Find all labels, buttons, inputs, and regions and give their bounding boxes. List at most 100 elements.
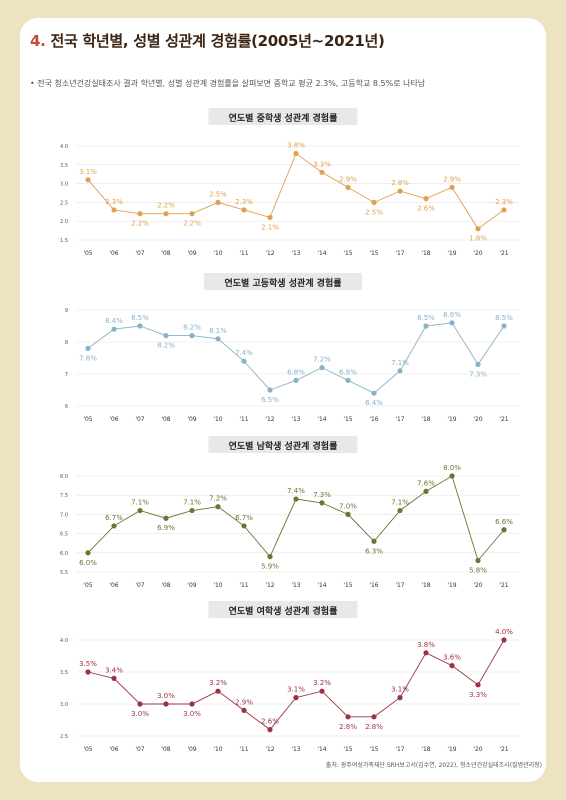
x-tick-label: '10 [213,582,222,589]
data-point [371,199,377,205]
x-tick-label: '10 [213,416,222,423]
data-point [85,177,91,183]
x-tick-label: '06 [109,250,118,257]
x-tick-label: '14 [317,582,326,589]
data-point [215,688,221,694]
data-point [241,207,247,213]
data-label: 3.1% [391,686,409,694]
x-tick-label: '09 [187,416,196,423]
y-tick-label: 2.5 [60,734,68,740]
data-point [267,727,273,733]
data-label: 5.8% [469,566,487,574]
x-tick-label: '06 [109,746,118,753]
data-label: 7.3% [313,491,331,499]
data-point [345,377,351,383]
data-point [163,333,169,339]
data-point [293,496,299,502]
data-point [345,184,351,190]
data-label: 8.5% [131,314,149,322]
data-label: 2.2% [157,202,175,210]
x-tick-label: '19 [447,416,456,423]
data-point [293,377,299,383]
data-point [267,554,273,560]
data-label: 7.4% [287,487,305,495]
data-label: 3.1% [79,168,97,176]
y-tick-label: 1.5 [60,238,68,244]
x-tick-label: '08 [161,250,170,257]
y-tick-label: 8 [65,340,68,346]
y-tick-label: 9 [65,308,68,314]
data-point [267,387,273,393]
data-point [137,701,143,707]
x-tick-label: '17 [395,416,404,423]
data-label: 8.2% [183,324,201,332]
data-label: 3.3% [469,691,487,699]
data-point [137,507,143,514]
x-tick-label: '10 [213,746,222,753]
x-tick-label: '20 [473,582,482,589]
data-point [397,188,403,194]
data-point [189,333,195,339]
data-label: 3.2% [313,679,331,687]
x-tick-label: '13 [291,416,300,423]
data-point [111,523,117,529]
data-point [371,390,377,396]
data-label: 2.9% [443,175,461,183]
x-tick-label: '14 [317,746,326,753]
y-tick-label: 3.0 [60,702,68,708]
x-tick-label: '12 [265,582,274,589]
data-label: 3.2% [209,679,227,687]
data-label: 6.6% [495,518,513,526]
data-label: 8.6% [443,311,461,319]
data-label: 6.4% [365,399,383,407]
data-point [345,511,351,517]
data-label: 3.8% [417,641,435,649]
data-label: 8.5% [495,314,513,322]
data-label: 5.9% [261,563,279,571]
data-point [475,557,481,564]
x-tick-label: '14 [317,250,326,257]
data-point [475,682,481,688]
x-tick-label: '20 [473,250,482,257]
x-tick-label: '20 [473,416,482,423]
data-point [423,650,429,656]
data-label: 2.6% [417,205,435,213]
data-label: 6.5% [261,396,279,404]
x-tick-label: '08 [161,746,170,753]
data-point [475,361,481,367]
data-label: 3.5% [79,660,97,668]
y-tick-label: 7.5 [60,493,68,499]
chart-4: 연도별 여학생 성관계 경험률 4.0 3.5 3.0 2.5 3.5% '05 3.4% '0… [60,601,520,753]
page-title: 4. 전국 학년별, 성별 성관계 경험률(2005년~2021년) [30,30,385,51]
x-tick-label: '18 [421,416,430,423]
x-tick-label: '21 [499,416,508,423]
y-tick-label: 2.0 [60,219,68,225]
x-tick-label: '12 [265,416,274,423]
data-label: 2.9% [339,175,357,183]
data-point [189,507,195,514]
page-subtitle: • 전국 청소년건강실태조사 결과 학년별, 성별 성관계 경험률을 살펴보면 … [30,79,426,88]
data-label: 6.7% [235,514,253,522]
data-label: 7.3% [469,370,487,378]
chart-title: 연도별 여학생 성관계 경험률 [229,605,338,617]
y-tick-label: 7.0 [60,512,68,518]
data-point [319,500,325,506]
data-label: 3.0% [157,692,175,700]
x-tick-label: '06 [109,416,118,423]
x-tick-label: '17 [395,746,404,753]
data-label: 3.8% [287,142,305,150]
data-point [501,207,507,213]
data-label: 8.1% [209,327,227,335]
data-label: 2.3% [235,198,253,206]
data-point [371,714,377,720]
data-point [163,701,169,707]
data-point [111,326,117,332]
data-point [241,707,247,714]
data-label: 8.0% [443,464,461,472]
x-tick-label: '15 [369,746,378,753]
data-point [319,365,325,371]
data-label: 4.0% [495,628,513,636]
x-tick-label: '11 [239,582,248,589]
x-tick-label: '06 [109,582,118,589]
